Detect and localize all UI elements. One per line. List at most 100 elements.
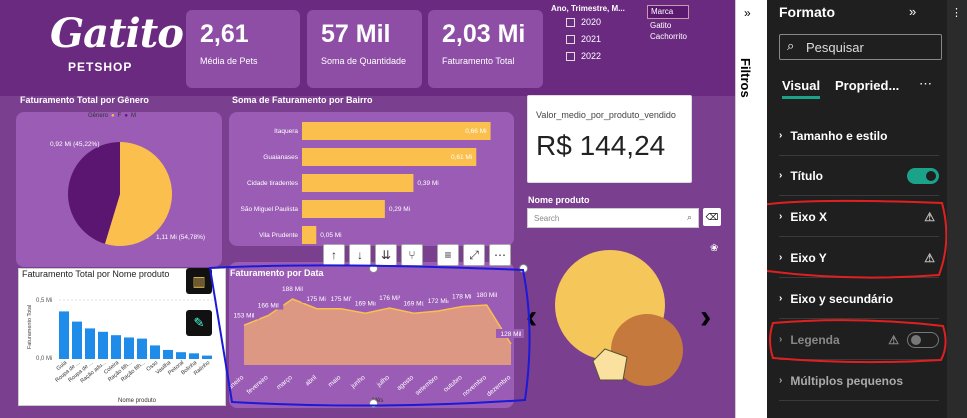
report-canvas: Gatito PETSHOP 2,61 Média de Pets 57 Mil… (0, 0, 735, 418)
checkbox[interactable] (566, 34, 575, 44)
bairro-bar (302, 200, 385, 218)
avg-price-card[interactable]: Valor_medio_por_produto_vendido R$ 144,2… (527, 95, 692, 183)
area-fill (244, 299, 511, 365)
product-slicer-title: Nome produto (528, 195, 590, 205)
eraser-icon[interactable]: ⌫ (703, 208, 721, 226)
data-label: 128 Mil (501, 331, 523, 338)
prev-arrow-icon[interactable]: ‹ (526, 298, 538, 336)
data-label-bg (496, 329, 524, 338)
focus-icon[interactable]: ⤢ (463, 244, 485, 266)
kpi-value: 57 Mil (321, 20, 391, 48)
blue-annotation-scribble (208, 264, 531, 407)
product-bar (189, 353, 199, 359)
paw-icon: ❀ (710, 243, 719, 254)
chevron-right-icon: › (779, 293, 783, 304)
area-line (243, 298, 512, 345)
more-icon[interactable]: ⋯ (919, 76, 932, 91)
kpi-faturamento-total[interactable]: 2,03 Mi Faturamento Total (428, 10, 543, 88)
format-search-input[interactable]: ⌕ Pesquisar (779, 34, 942, 60)
filter-collapse-icon[interactable]: » (744, 6, 751, 20)
bar-value-label: 0,29 Mi (389, 206, 410, 213)
format-pane: Formato » ⌕ Pesquisar Visual Propried...… (767, 0, 947, 418)
bar-value-label: 0,05 Mi (320, 232, 341, 239)
year-option-2021[interactable]: 2021 (566, 34, 601, 44)
resize-handle-top[interactable] (369, 264, 378, 273)
arrow-down-icon[interactable]: ↓ (349, 244, 371, 266)
more-icon[interactable]: ⋯ (489, 244, 511, 266)
titulo-toggle[interactable] (907, 167, 939, 184)
gender-chart-title: Faturamento Total por Gênero (20, 95, 149, 105)
section-titulo[interactable]: › Título (779, 156, 939, 196)
side-toolbar: ⋮ (947, 0, 967, 418)
section-eixo-y-secundario[interactable]: › Eixo y secundário (779, 279, 939, 319)
section-tamanho-estilo[interactable]: › Tamanho e estilo (779, 116, 939, 156)
product-bar (98, 331, 108, 359)
kpi-value: 2,03 Mi (442, 20, 526, 48)
tab-properties[interactable]: Propried... (835, 78, 900, 93)
filters-pane-collapsed[interactable]: » Filtros (735, 0, 767, 418)
bar-category-label: Itaquera (274, 128, 298, 135)
product-bar (124, 337, 134, 359)
resize-handle-bottom[interactable] (369, 399, 378, 408)
format-visual-icon[interactable]: ✎ (186, 310, 212, 336)
section-eixo-x[interactable]: › Eixo X ⚠ (779, 197, 939, 237)
warning-icon: ⚠ (924, 209, 935, 224)
bar-category-label: Vila Prudente (259, 232, 298, 239)
kpi-media-pets[interactable]: 2,61 Média de Pets (186, 10, 300, 88)
search-icon: ⌕ (686, 212, 692, 222)
data-label-bg (398, 298, 429, 308)
kpi-label: Soma de Quantidade (321, 56, 407, 66)
product-bar (85, 328, 95, 359)
data-label: 153 Mil (234, 312, 256, 319)
card-value: R$ 144,24 (536, 130, 666, 161)
kpi-soma-quantidade[interactable]: 57 Mil Soma de Quantidade (307, 10, 422, 88)
year-option-2022[interactable]: 2022 (566, 51, 601, 61)
gender-pie: 0,92 Mi (45,22%) 1,11 Mi (54,78%) (50, 141, 205, 246)
product-bar (176, 352, 186, 359)
marca-option-gatito[interactable]: Gatito (650, 21, 672, 30)
data-label: 172 Mil (428, 298, 450, 305)
bairro-bar (302, 174, 414, 192)
checkbox[interactable] (566, 17, 575, 27)
format-title: Formato (779, 4, 835, 20)
filter-icon[interactable]: ≡ (437, 244, 459, 266)
marca-dropdown[interactable]: Marca (647, 5, 689, 19)
red-annotation-circles (767, 199, 947, 364)
data-label: 175 Mil (331, 296, 353, 303)
data-label-bg (253, 300, 284, 310)
section-legenda[interactable]: › Legenda ⚠ (779, 320, 939, 360)
chevron-right-icon: › (779, 130, 783, 141)
marca-option-cachorrito[interactable]: Cachorrito (650, 32, 687, 41)
data-label: 166 Mil (258, 303, 280, 310)
chevron-right-icon: › (779, 375, 783, 386)
legenda-toggle[interactable] (907, 331, 939, 348)
bairro-bar (302, 122, 491, 140)
product-search[interactable]: Search ⌕ (527, 208, 699, 228)
pie-slice-f (104, 142, 173, 246)
chevron-right-icon: › (779, 334, 783, 345)
data-label: 169 Mil (355, 300, 377, 307)
build-visual-icon[interactable]: ▥ (186, 268, 212, 294)
bar-value-label: 0,61 Mi (451, 154, 472, 161)
collapse-icon[interactable]: » (909, 4, 917, 19)
data-label: 169 Mil (403, 300, 425, 307)
product-bar (150, 345, 160, 359)
double-arrow-down-icon[interactable]: ⇊ (375, 244, 397, 266)
next-arrow-icon[interactable]: › (700, 298, 712, 336)
checkbox[interactable] (566, 51, 575, 61)
section-multiplos-pequenos[interactable]: › Múltiplos pequenos (779, 361, 939, 401)
year-option-2020[interactable]: 2020 (566, 17, 601, 27)
data-label-bg (447, 291, 478, 301)
tab-active-indicator (782, 96, 820, 99)
kpi-label: Faturamento Total (442, 56, 515, 66)
data-label-bg (229, 310, 259, 320)
data-label: 178 Mil (452, 294, 474, 301)
product-xlabel: Nome produto (118, 398, 157, 404)
search-icon: ⌕ (787, 38, 795, 53)
data-label-bg (277, 284, 308, 293)
bar-category-label: Guaianases (263, 154, 298, 161)
tab-visual[interactable]: Visual (782, 78, 821, 93)
more-icon[interactable]: ⋮ (951, 7, 962, 19)
slice-label-f: 1,11 Mi (54,78%) (156, 234, 205, 241)
